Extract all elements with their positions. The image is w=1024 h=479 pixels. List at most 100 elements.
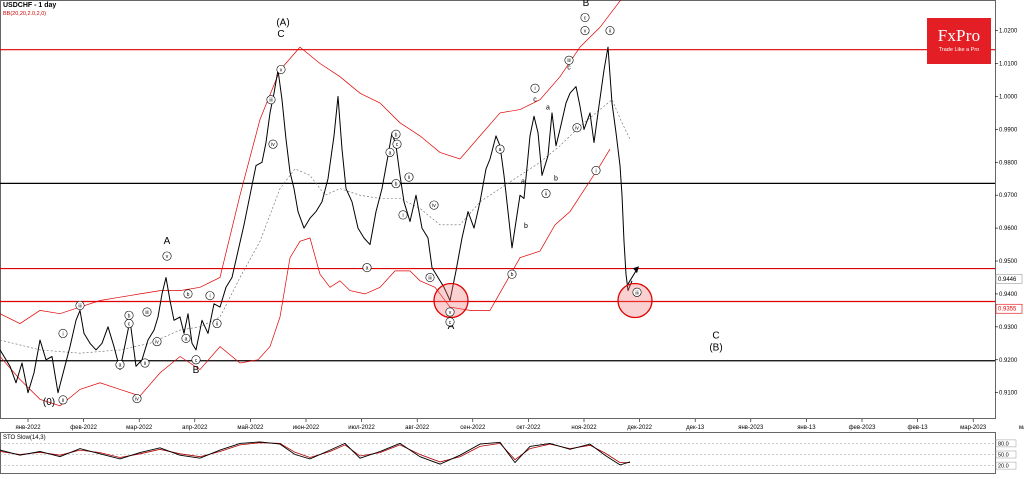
wave-label: B — [583, 0, 590, 9]
circled-wave-label: b — [395, 132, 398, 138]
circled-wave-label: iii — [428, 275, 431, 281]
wave-label: (B) — [709, 343, 722, 354]
stochastic-level-box — [995, 461, 1017, 470]
circled-wave-label: b — [128, 313, 131, 319]
stochastic-level-label: 80.0 — [998, 441, 1009, 447]
stochastic-level-label: 20.0 — [998, 464, 1009, 470]
stochastic-level-box — [995, 450, 1017, 459]
circled-wave-marker — [115, 360, 125, 370]
x-tick-label: фев-13 — [908, 425, 929, 431]
main-panel-frame — [0, 0, 996, 419]
stochastic-k-line — [0, 441, 631, 466]
circled-wave-marker — [564, 55, 574, 65]
horizontal-levels — [0, 49, 995, 362]
circled-wave-marker — [276, 64, 286, 74]
x-tick-label: фев-2022 — [70, 425, 97, 431]
wave-label: b — [554, 175, 558, 182]
circled-wave-marker — [580, 12, 590, 22]
circled-wave-label: i — [402, 213, 403, 219]
y-tick-label: 1.0000 — [999, 94, 1018, 100]
circled-wave-marker — [212, 319, 222, 329]
circled-wave-label: v — [584, 29, 587, 35]
circled-wave-marker — [191, 355, 201, 365]
circled-wave-label: i — [62, 331, 63, 337]
circled-wave-marker — [391, 179, 401, 189]
circled-wave-label: iii — [145, 310, 148, 316]
circled-wave-marker — [362, 263, 372, 273]
upper-band-line — [0, 0, 622, 325]
circled-wave-marker — [530, 83, 540, 93]
y-axis: 1.0200 1.0100 1.0000 0.9900 0.9800 0.9700 0.96… — [995, 29, 1023, 397]
circled-wave-label: iii — [78, 303, 81, 309]
price-line — [0, 46, 633, 394]
x-axis: янв-2022 фев-2022 мар-2022 апр-2022 май-2022… — [15, 419, 1024, 431]
circled-wave-label: ii — [216, 322, 218, 328]
circled-wave-label: c — [449, 320, 452, 326]
circled-wave-label: i — [209, 294, 210, 300]
wave-label: c — [533, 96, 537, 103]
logo-brand: FxPro — [937, 26, 981, 45]
projection-arrow-head — [633, 266, 639, 274]
circled-wave-marker — [391, 129, 401, 139]
x-tick-label: мар-2022 — [126, 425, 153, 431]
circled-wave-label: iv — [575, 126, 579, 132]
circled-wave-marker — [541, 189, 551, 199]
wave-label: c — [567, 64, 571, 71]
stochastic-d-line — [0, 442, 630, 464]
projection-arrow-line — [627, 268, 638, 285]
x-tick-label: апр-2022 — [182, 425, 208, 431]
circled-wave-marker — [140, 358, 150, 368]
highlight-circles — [433, 282, 653, 319]
circled-wave-label: ii — [62, 398, 64, 404]
stochastic-label: STO Slow(14,3) — [3, 435, 46, 441]
y-tick-label: 0.9700 — [999, 193, 1018, 199]
circled-wave-marker — [152, 337, 162, 347]
circled-wave-label: v — [166, 254, 169, 260]
circled-wave-marker — [392, 139, 402, 149]
circled-wave-label: b — [511, 272, 514, 278]
circled-wave-marker — [183, 289, 193, 299]
circled-wave-label: iii — [567, 58, 570, 64]
y-tick-label: 0.9300 — [999, 325, 1018, 331]
circled-wave-marker — [181, 333, 191, 343]
wave-label: A — [448, 321, 455, 332]
circled-wave-label: iii — [635, 290, 638, 296]
circled-wave-marker — [605, 26, 615, 36]
x-tick-label: сен-2022 — [460, 425, 486, 431]
middle-band-line — [0, 99, 631, 354]
price-marker-box — [995, 273, 1023, 284]
circled-wave-marker — [404, 172, 414, 182]
circled-wave-label: ii — [408, 175, 410, 181]
bollinger-bands — [0, 0, 631, 407]
price-marker-label: 0.9446 — [998, 277, 1017, 283]
x-tick-label: янв-2023 — [738, 425, 764, 431]
wave-label: C — [712, 330, 719, 341]
price-marker-label: 0.9355 — [998, 307, 1017, 313]
circled-wave-label: c — [584, 15, 587, 21]
price-marker-box — [995, 303, 1023, 314]
x-tick-label: мар-13 — [1019, 425, 1024, 431]
circled-wave-marker — [632, 287, 642, 297]
circled-wave-marker — [58, 395, 68, 405]
circled-wave-marker — [425, 272, 435, 282]
circled-wave-label: c — [396, 142, 399, 148]
circled-wave-marker — [75, 300, 85, 310]
wave-label: b — [524, 223, 528, 230]
x-tick-label: дек-2022 — [627, 425, 652, 431]
highlight-circle — [617, 282, 653, 319]
price-series — [0, 46, 633, 394]
circled-wave-label: b — [187, 292, 190, 298]
stochastic-level-label: 50.0 — [998, 453, 1009, 459]
circled-wave-marker — [507, 269, 517, 279]
circled-wave-marker — [385, 147, 395, 157]
stochastic-level-box — [995, 439, 1017, 448]
y-tick-label: 0.9600 — [999, 226, 1018, 232]
circled-wave-label: v — [280, 67, 283, 73]
circled-wave-label: ii — [144, 361, 146, 367]
circled-wave-label: b — [395, 182, 398, 188]
circled-wave-label: ii — [609, 29, 611, 35]
y-tick-label: 1.0100 — [999, 62, 1018, 68]
y-tick-label: 0.9800 — [999, 160, 1018, 166]
highlight-circle — [433, 282, 469, 319]
